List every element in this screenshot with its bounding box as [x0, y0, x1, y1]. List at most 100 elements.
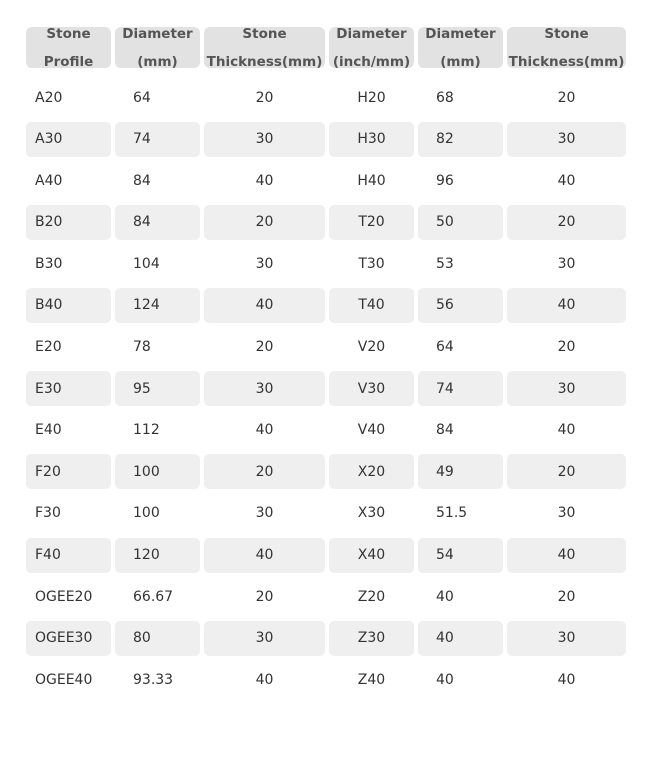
table-cell: 93.33	[133, 671, 174, 688]
table-cell: 30	[255, 505, 274, 522]
header-text: Thickness(mm)	[508, 53, 625, 70]
table-cell: 95	[115, 371, 200, 407]
table-cell: B20	[26, 204, 111, 240]
table-cell: T20	[329, 204, 414, 240]
table-cell: 74	[418, 371, 503, 407]
table-cell: 20	[557, 339, 576, 356]
table-cell: 68	[436, 89, 454, 106]
table-cell: 84	[115, 204, 200, 240]
column-header: Diameter (mm)	[115, 27, 200, 70]
table-cell: 64	[133, 89, 151, 106]
table-cell: 40	[507, 537, 626, 573]
table-cell: V20	[357, 339, 386, 356]
table-cell: F40	[26, 537, 111, 573]
table-cell: Z30	[329, 620, 414, 656]
column-header: Stone Profile	[26, 25, 111, 70]
table-cell: 40	[436, 588, 454, 605]
column-header: Stone Thickness(mm)	[507, 25, 626, 70]
table-cell: 96	[436, 172, 454, 189]
table-cell: 30	[204, 371, 325, 407]
table-cell: T30	[358, 255, 385, 272]
header-text: Stone	[544, 25, 589, 42]
table-cell: 50	[418, 204, 503, 240]
header-text: (mm)	[440, 53, 481, 70]
table-cell: Z40	[357, 671, 386, 688]
table-cell: X40	[329, 537, 414, 573]
stone-profile-table: Stone Profile Diameter (mm) Stone Thickness(m…	[26, 27, 626, 704]
table-cell: 20	[507, 454, 626, 490]
column-header: Stone Thickness(mm)	[204, 25, 325, 70]
table-cell: 40	[255, 422, 274, 439]
column-header: Diameter (inch/mm)	[329, 25, 414, 70]
header-text: Profile	[43, 53, 94, 70]
table-cell: 112	[133, 422, 160, 439]
table-cell: 40	[255, 671, 274, 688]
table-cell: H30	[329, 121, 414, 157]
table-cell: 104	[133, 255, 160, 272]
table-cell: 40	[255, 172, 274, 189]
table-cell: 20	[204, 204, 325, 240]
table-cell: E30	[26, 371, 111, 407]
table-cell: 30	[557, 505, 576, 522]
table-cell: 78	[133, 339, 151, 356]
table-cell: 54	[418, 537, 503, 573]
table-cell: V40	[357, 422, 386, 439]
table-cell: 53	[436, 255, 454, 272]
table-cell: 64	[436, 339, 454, 356]
table-cell: 40	[204, 287, 325, 323]
table-cell: 40	[436, 671, 454, 688]
table-cell: 30	[507, 371, 626, 407]
header-text: Thickness(mm)	[206, 53, 323, 70]
table-cell: 20	[255, 339, 274, 356]
table-cell: 30	[507, 121, 626, 157]
table-cell: 74	[115, 121, 200, 157]
table-cell: 30	[557, 255, 576, 272]
table-cell: E40	[35, 422, 62, 439]
table-cell: 124	[115, 287, 200, 323]
table-cell: V30	[329, 371, 414, 407]
table-cell: 40	[204, 537, 325, 573]
table-cell: OGEE40	[35, 671, 93, 688]
table-cell: 40	[507, 287, 626, 323]
table-cell: 30	[255, 255, 274, 272]
table-cell: 84	[133, 172, 151, 189]
table-cell: 30	[204, 620, 325, 656]
table-cell: 20	[255, 89, 274, 106]
table-cell: 40	[418, 620, 503, 656]
header-text: (mm)	[137, 53, 178, 70]
table-cell: 40	[557, 671, 576, 688]
table-cell: 51.5	[436, 505, 468, 522]
table-cell: 40	[557, 422, 576, 439]
column-header: Diameter (mm)	[418, 25, 503, 70]
table-cell: 56	[418, 287, 503, 323]
table-cell: B30	[35, 255, 63, 272]
table-cell: 30	[204, 121, 325, 157]
table-cell: 20	[507, 204, 626, 240]
table-cell: H40	[357, 172, 386, 189]
table-cell: 80	[115, 620, 200, 656]
table-cell: X30	[357, 505, 386, 522]
table-cell: A40	[35, 172, 63, 189]
table-cell: 20	[204, 454, 325, 490]
table-cell: 40	[557, 172, 576, 189]
header-text: Stone	[242, 25, 287, 42]
table-cell: Z20	[357, 588, 386, 605]
table-cell: OGEE20	[35, 588, 93, 605]
table-cell: X20	[329, 454, 414, 490]
header-text: Diameter	[425, 25, 496, 42]
table-cell: F30	[35, 505, 61, 522]
table-cell: A20	[35, 89, 63, 106]
table-cell: E20	[35, 339, 62, 356]
table-cell: 20	[557, 89, 576, 106]
table-cell: 100	[115, 454, 200, 490]
table-cell: A30	[26, 121, 111, 157]
header-text: Stone	[46, 25, 91, 42]
table-cell: 82	[418, 121, 503, 157]
table-cell: 20	[557, 588, 576, 605]
table-cell: 84	[436, 422, 454, 439]
table-cell: 20	[255, 588, 274, 605]
header-text: Diameter	[336, 25, 407, 42]
table-cell: OGEE30	[26, 620, 111, 656]
table-cell: T40	[329, 287, 414, 323]
header-text: (inch/mm)	[332, 53, 411, 70]
